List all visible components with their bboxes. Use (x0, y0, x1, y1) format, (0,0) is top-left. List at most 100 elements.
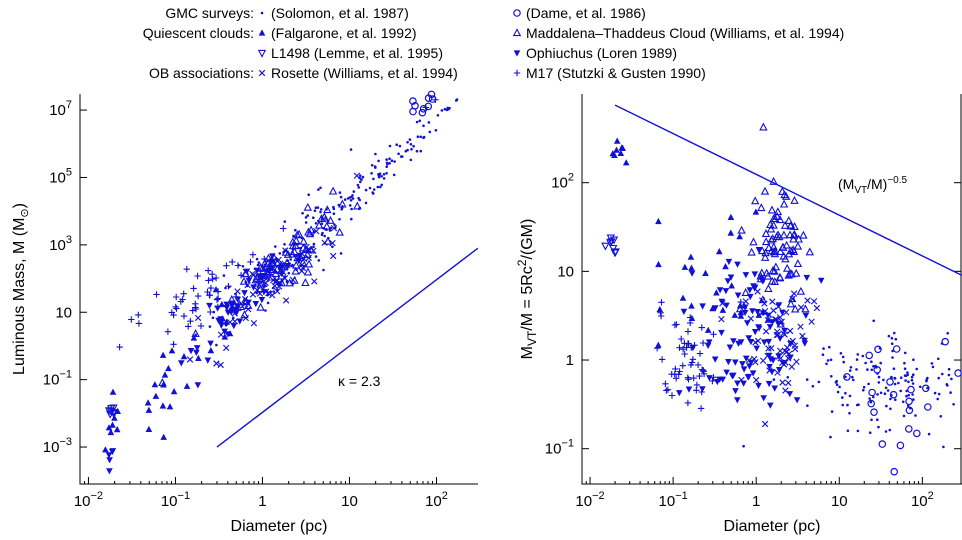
data-point (709, 330, 718, 339)
data-point (291, 267, 300, 275)
data-point (848, 411, 851, 415)
data-point (455, 98, 459, 101)
data-point (887, 334, 891, 338)
data-point (855, 368, 858, 371)
data-point (912, 373, 915, 376)
data-point (304, 216, 308, 219)
data-point (658, 355, 666, 364)
y-tick-label: 1 (566, 352, 574, 369)
x-tick-label: 102 (911, 490, 934, 510)
data-point (434, 129, 438, 132)
data-point (689, 355, 697, 364)
data-point (655, 341, 662, 348)
data-point (165, 364, 172, 372)
data-point (761, 420, 769, 428)
legend-group-title-gmc: GMC surveys: (165, 5, 254, 21)
x-tick-label: 10 (341, 493, 358, 510)
x-tick-label: 10−2 (74, 490, 103, 510)
data-point (886, 389, 890, 392)
data-point (256, 303, 265, 311)
x-tick-label: 1 (752, 493, 760, 510)
x-tick-label: 10−1 (161, 490, 190, 510)
data-point (876, 393, 879, 396)
data-point (409, 158, 413, 162)
data-point (794, 242, 802, 250)
data-point (907, 393, 910, 397)
data-point (353, 202, 362, 210)
legend-marker-dot (260, 11, 264, 15)
data-point (250, 284, 257, 291)
data-point (702, 269, 709, 276)
data-point (274, 245, 277, 248)
data-point (662, 386, 671, 395)
legend-marker-triangle-down-filled (513, 50, 521, 57)
data-point (696, 349, 704, 358)
data-point (244, 305, 252, 313)
data-point (371, 191, 374, 194)
data-point (825, 362, 828, 366)
data-point (361, 175, 365, 179)
data-point (811, 384, 815, 388)
data-point (213, 295, 221, 304)
data-point (681, 263, 689, 270)
data-point (852, 378, 855, 382)
data-point (767, 402, 774, 409)
data-point (801, 305, 810, 313)
data-point (780, 231, 788, 239)
data-point (655, 217, 662, 225)
data-point (372, 188, 376, 191)
data-point (904, 374, 908, 378)
data-point (440, 109, 444, 112)
data-point (398, 144, 402, 148)
data-point (754, 288, 761, 295)
data-point (388, 157, 391, 160)
data-point (886, 378, 894, 386)
data-point (310, 278, 318, 285)
data-point (335, 228, 344, 236)
data-point (418, 119, 422, 123)
data-point (152, 290, 161, 299)
series-plus (115, 96, 440, 351)
data-point (258, 297, 266, 304)
data-point (737, 298, 745, 306)
data-point (193, 349, 200, 356)
data-point (195, 354, 202, 361)
data-point (656, 305, 664, 313)
data-point (927, 432, 931, 436)
data-point (339, 252, 343, 255)
data-point (704, 326, 712, 333)
data-point (241, 290, 248, 297)
data-point (706, 375, 713, 382)
data-point (271, 282, 279, 290)
data-point (842, 360, 845, 364)
data-point (349, 199, 353, 202)
data-point (734, 292, 742, 299)
data-point (193, 272, 202, 280)
data-point (761, 300, 768, 307)
data-point (751, 329, 759, 336)
data-point (215, 343, 218, 347)
data-point (380, 175, 383, 178)
data-point (109, 421, 116, 428)
data-point (732, 359, 739, 366)
data-point (884, 386, 888, 390)
data-point (661, 380, 670, 388)
data-point (675, 343, 684, 352)
y-tick-label: 10 (557, 263, 574, 280)
data-point (390, 159, 394, 162)
data-point (731, 311, 739, 318)
data-point (768, 206, 776, 214)
data-point (915, 367, 918, 371)
data-point (893, 382, 897, 386)
data-point (194, 314, 202, 322)
y-tick-label: 10 (55, 304, 72, 321)
data-point (170, 388, 178, 395)
data-point (698, 323, 706, 332)
data-point (684, 399, 692, 407)
x-tick-label: 1 (258, 493, 266, 510)
data-point (688, 270, 696, 277)
data-point (930, 362, 934, 365)
data-point (901, 400, 905, 404)
data-point (657, 312, 665, 320)
data-point (835, 379, 838, 383)
